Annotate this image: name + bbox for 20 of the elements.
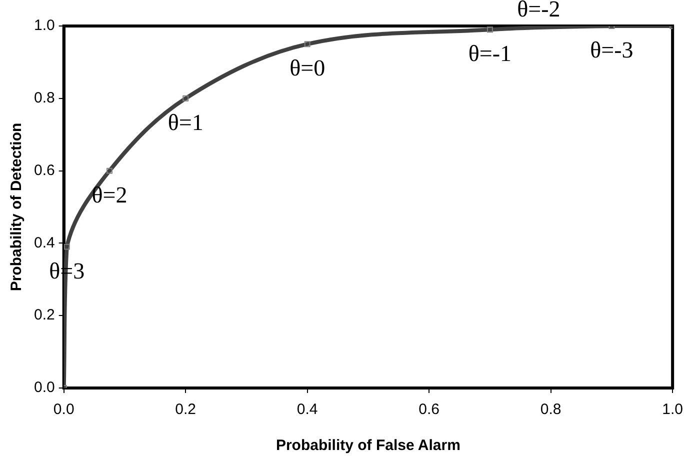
y-tick-label: 0.2 <box>34 306 55 324</box>
y-tick-label: 0.6 <box>34 162 55 179</box>
y-tick-label: 0.8 <box>34 90 55 107</box>
y-axis-title: Probability of Detection <box>8 122 26 292</box>
x-tick-label: 1.0 <box>662 401 684 418</box>
annotation: θ=-3 <box>590 38 634 63</box>
annotation: θ=-1 <box>468 41 512 66</box>
annotation: θ=0 <box>290 56 326 81</box>
x-tick-label: 0.8 <box>540 401 562 418</box>
x-axis-title: Probability of False Alarm <box>276 437 460 454</box>
y-tick-label: 1.0 <box>34 17 55 34</box>
y-tick-label: 0.0 <box>34 379 55 396</box>
y-tick-label: 0.4 <box>34 234 55 252</box>
annotation: θ=1 <box>168 110 204 135</box>
x-tick-label: 0.0 <box>53 401 74 418</box>
annotation: θ=-2 <box>517 0 560 22</box>
x-tick-label: 0.6 <box>418 401 440 418</box>
x-tick-label: 0.4 <box>296 401 318 418</box>
x-tick-label: 0.2 <box>175 401 196 418</box>
annotation: θ=2 <box>92 182 128 208</box>
